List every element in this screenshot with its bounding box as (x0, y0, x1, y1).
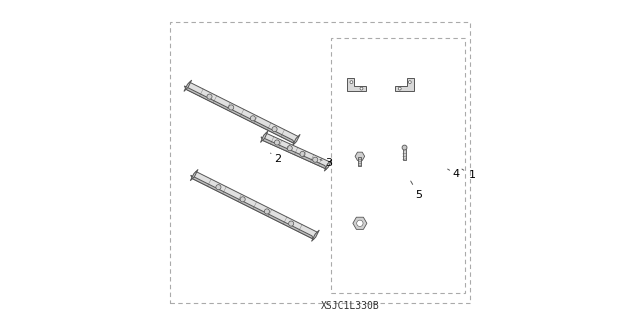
Circle shape (250, 116, 255, 121)
Polygon shape (260, 131, 268, 143)
Polygon shape (186, 82, 298, 144)
Circle shape (350, 81, 353, 84)
Polygon shape (347, 78, 366, 91)
Circle shape (207, 94, 212, 99)
FancyBboxPatch shape (358, 157, 362, 166)
Text: 1: 1 (462, 169, 476, 181)
Polygon shape (312, 230, 319, 241)
Text: XSJC1L330B: XSJC1L330B (321, 301, 380, 311)
Circle shape (275, 140, 280, 145)
Polygon shape (355, 152, 365, 160)
Text: 3: 3 (320, 158, 332, 168)
Circle shape (408, 81, 412, 84)
Circle shape (287, 146, 292, 151)
Polygon shape (292, 134, 300, 146)
Polygon shape (324, 160, 332, 171)
Polygon shape (396, 78, 414, 91)
Circle shape (356, 220, 363, 226)
Circle shape (360, 87, 363, 90)
Polygon shape (184, 86, 294, 144)
Polygon shape (193, 172, 317, 239)
Polygon shape (184, 80, 192, 92)
Circle shape (228, 105, 234, 110)
Circle shape (216, 185, 221, 190)
Text: 4: 4 (447, 169, 460, 179)
Circle shape (264, 209, 269, 214)
FancyBboxPatch shape (403, 149, 406, 160)
Polygon shape (191, 175, 314, 239)
Circle shape (300, 152, 305, 157)
Circle shape (398, 87, 401, 90)
Text: 5: 5 (411, 181, 422, 200)
Circle shape (240, 197, 245, 202)
Circle shape (272, 127, 277, 132)
Text: 2: 2 (271, 153, 281, 165)
Circle shape (313, 157, 318, 162)
Circle shape (289, 221, 294, 226)
Polygon shape (261, 137, 326, 169)
Polygon shape (353, 217, 367, 229)
Polygon shape (262, 133, 330, 169)
Circle shape (402, 145, 407, 150)
Polygon shape (190, 169, 198, 181)
